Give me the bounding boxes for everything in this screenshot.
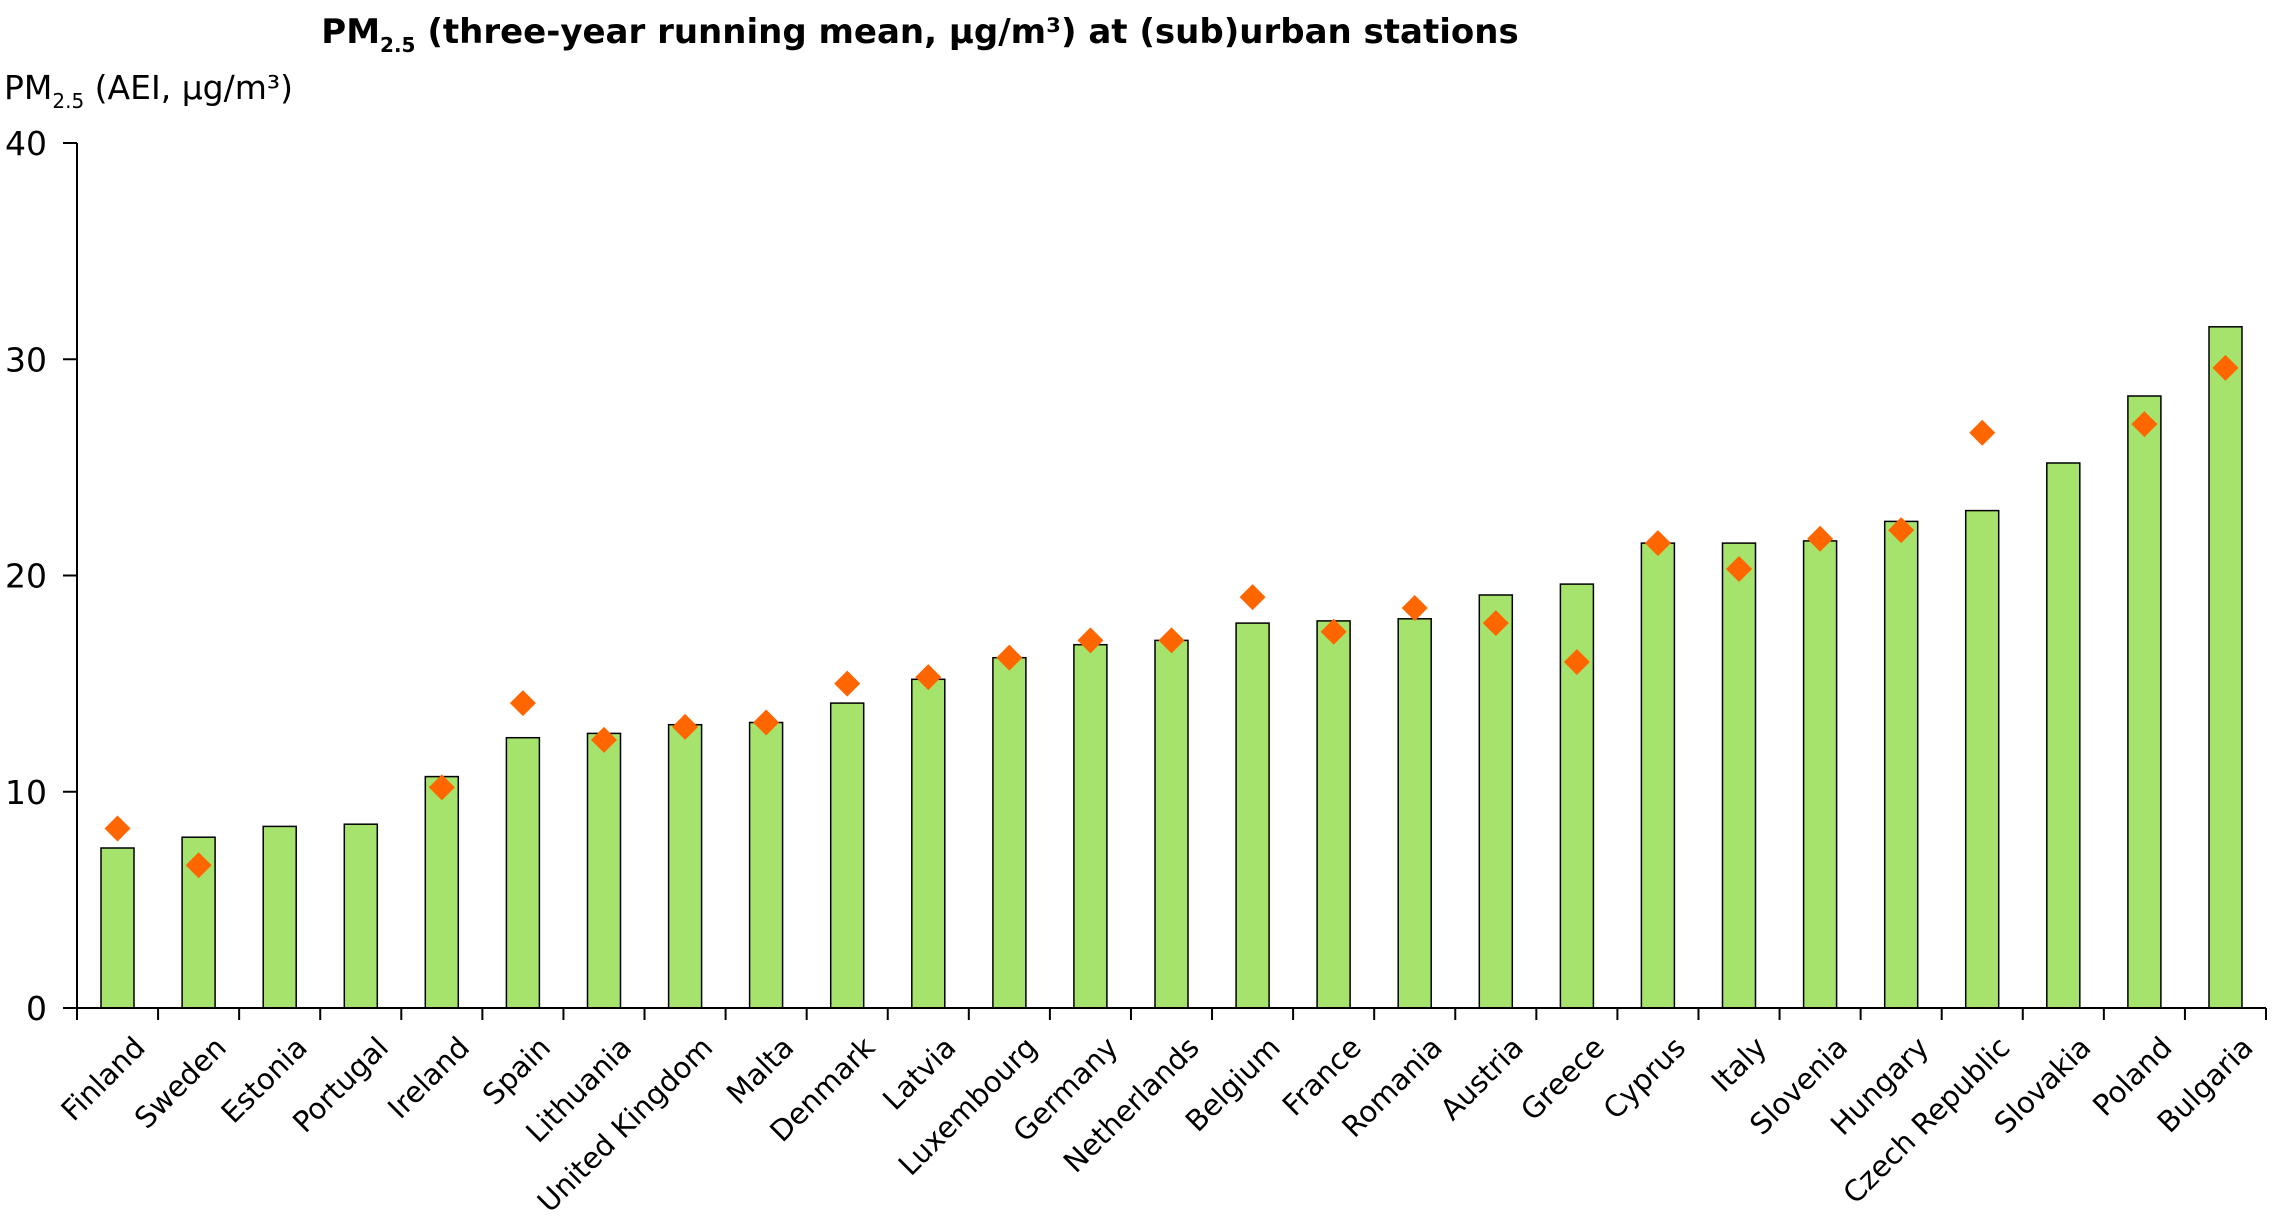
marker-malta	[753, 709, 780, 736]
marker-romania	[1401, 594, 1428, 621]
marker-spain	[509, 690, 536, 717]
marker-netherlands	[1158, 627, 1185, 654]
bar-luxembourg	[992, 656, 1027, 1009]
bar-italy	[1721, 542, 1757, 1009]
bar-czech-republic	[1964, 509, 2000, 1009]
x-tick-label: Sweden	[128, 1030, 233, 1135]
bar-romania	[1397, 618, 1432, 1009]
bar-lithuania	[586, 732, 622, 1009]
y-tick-label: 20	[5, 557, 47, 596]
marker-poland	[2131, 411, 2158, 438]
bar-netherlands	[1154, 639, 1189, 1009]
bar-latvia	[911, 678, 946, 1009]
marker-greece	[1563, 649, 1590, 675]
bar-spain	[505, 736, 541, 1009]
marker-finland	[104, 815, 131, 842]
chart-title-prefix: PM	[321, 12, 381, 52]
marker-slovenia	[1807, 525, 1834, 552]
y-tick-label: 40	[5, 124, 47, 163]
marker-cyprus	[1644, 530, 1671, 557]
bar-portugal	[343, 823, 379, 1009]
y-axis-label-subscript: 2.5	[52, 89, 85, 113]
bar-finland	[100, 847, 135, 1009]
marker-france	[1320, 618, 1347, 645]
marker-united-kingdom	[672, 713, 699, 740]
bar-belgium	[1235, 622, 1270, 1009]
marker-czech-republic	[1969, 419, 1996, 446]
y-axis-label-prefix: PM	[4, 68, 53, 107]
bar-cyprus	[1640, 542, 1676, 1009]
bar-austria	[1478, 594, 1514, 1009]
y-axis-label: PM2.5 (AEI, µg/m³)	[4, 68, 293, 113]
marker-denmark	[834, 670, 861, 697]
bar-poland	[2127, 395, 2162, 1009]
bar-denmark	[829, 702, 865, 1009]
y-axis-label-rest: (AEI, µg/m³)	[84, 68, 293, 107]
x-tick-label: Italy	[1705, 1030, 1774, 1099]
bar-malta	[748, 721, 784, 1009]
y-tick-label: 30	[5, 340, 47, 379]
bar-bulgaria	[2208, 326, 2243, 1009]
x-tick-label: Austria	[1434, 1030, 1530, 1126]
bar-greece	[1559, 583, 1595, 1009]
bar-germany	[1073, 643, 1108, 1009]
y-tick-label: 0	[26, 989, 47, 1028]
bar-united-kingdom	[667, 723, 703, 1009]
chart-title-subscript: 2.5	[380, 33, 416, 57]
marker-ireland	[428, 774, 455, 801]
bar-slovenia	[1802, 540, 1838, 1009]
y-tick-label: 10	[5, 773, 47, 812]
chart-title: PM2.5 (three-year running mean, µg/m³) a…	[0, 12, 1840, 57]
marker-italy	[1726, 556, 1753, 583]
bar-slovakia	[2046, 462, 2081, 1009]
bar-estonia	[262, 825, 297, 1009]
marker-belgium	[1239, 584, 1266, 611]
marker-austria	[1482, 610, 1509, 637]
marker-hungary	[1888, 517, 1915, 544]
bar-france	[1316, 620, 1351, 1009]
bar-ireland	[424, 775, 460, 1009]
x-tick-label: Greece	[1514, 1030, 1611, 1127]
x-tick-label: Ireland	[381, 1030, 476, 1125]
marker-bulgaria	[2212, 354, 2239, 381]
marker-lithuania	[590, 726, 617, 753]
chart-title-rest: (three-year running mean, µg/m³) at (sub…	[415, 12, 1519, 52]
marker-luxembourg	[996, 644, 1023, 671]
bar-hungary	[1883, 520, 1919, 1009]
x-tick-label: Cyprus	[1597, 1030, 1693, 1126]
marker-germany	[1077, 627, 1104, 654]
marker-sweden	[185, 852, 212, 879]
marker-latvia	[915, 664, 942, 691]
